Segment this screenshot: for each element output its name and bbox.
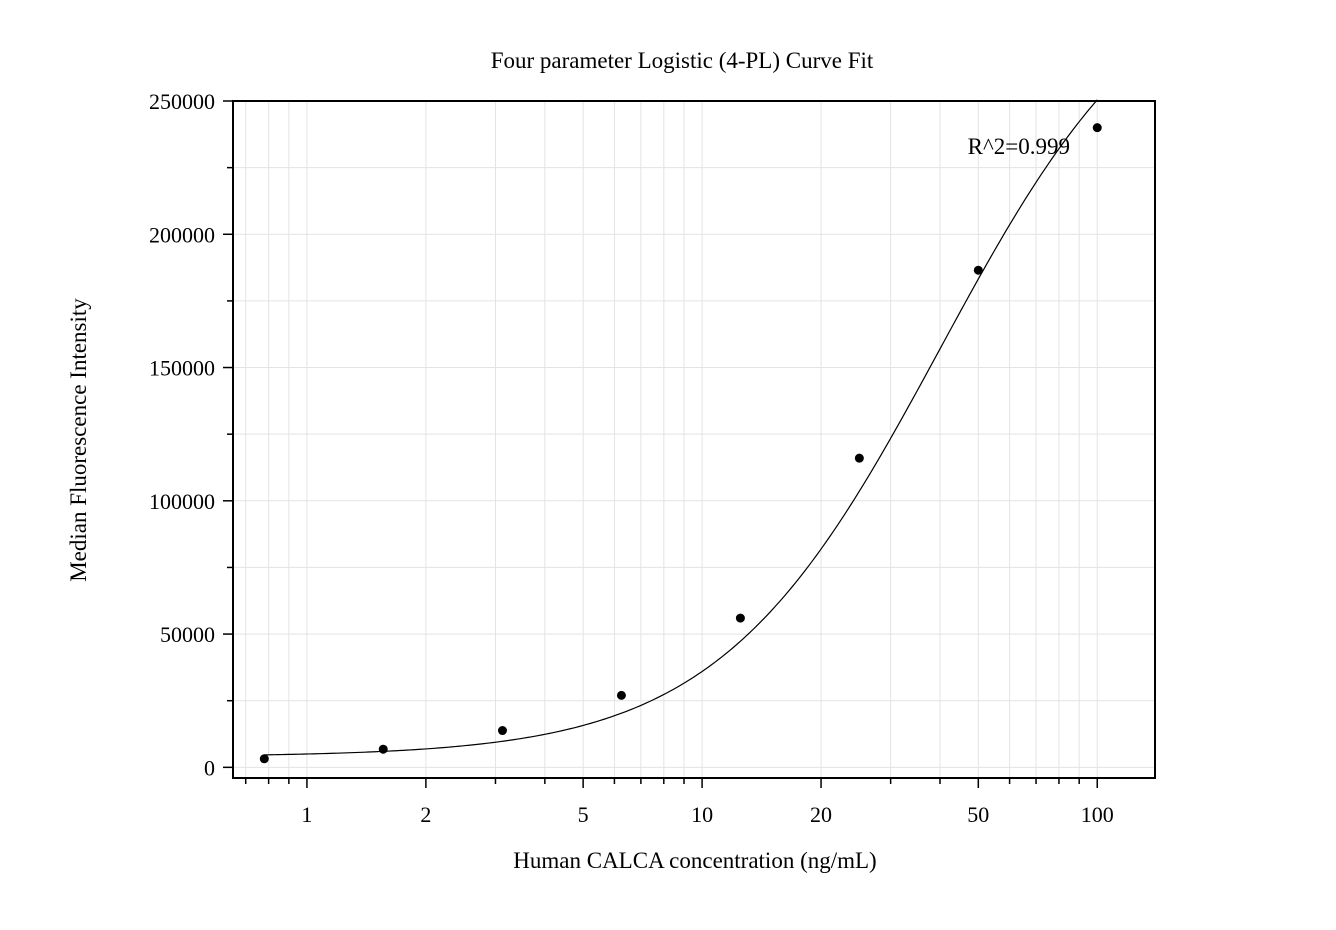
grid-lines [233, 100, 1155, 778]
x-tick-label: 10 [691, 802, 713, 827]
data-points [259, 123, 1102, 764]
data-point [378, 744, 388, 754]
x-tick-label: 1 [301, 802, 312, 827]
x-tick-label: 2 [420, 802, 431, 827]
data-point [259, 754, 269, 764]
x-tick-label: 20 [810, 802, 832, 827]
data-point [854, 453, 864, 463]
y-tick-label: 100000 [149, 489, 215, 514]
data-point [735, 613, 745, 623]
y-tick-label: 50000 [160, 622, 215, 647]
fit-curve [264, 99, 1098, 756]
data-point [973, 265, 983, 275]
y-tick-label: 150000 [149, 356, 215, 381]
x-tick-label: 100 [1081, 802, 1114, 827]
data-point [616, 690, 626, 700]
y-tick-label: 250000 [149, 89, 215, 114]
axes: 1 2 5 10 20 50 100 0 50000 100000 150000 200000 2500… [149, 89, 1114, 827]
x-axis-label: Human CALCA concentration (ng/mL) [513, 848, 876, 873]
plot-frame [232, 100, 1156, 779]
y-tick-label: 0 [204, 755, 215, 780]
y-axis-label: Median Fluorescence Intensity [66, 298, 91, 582]
r-squared-annotation: R^2=0.999 [968, 134, 1070, 159]
fit-curve-layer [264, 99, 1098, 756]
y-tick-label: 200000 [149, 222, 215, 247]
x-tick-label: 50 [967, 802, 989, 827]
chart-title: Four parameter Logistic (4-PL) Curve Fit [491, 48, 874, 73]
data-point [1092, 123, 1102, 133]
data-point [497, 726, 507, 736]
x-tick-label: 5 [578, 802, 589, 827]
